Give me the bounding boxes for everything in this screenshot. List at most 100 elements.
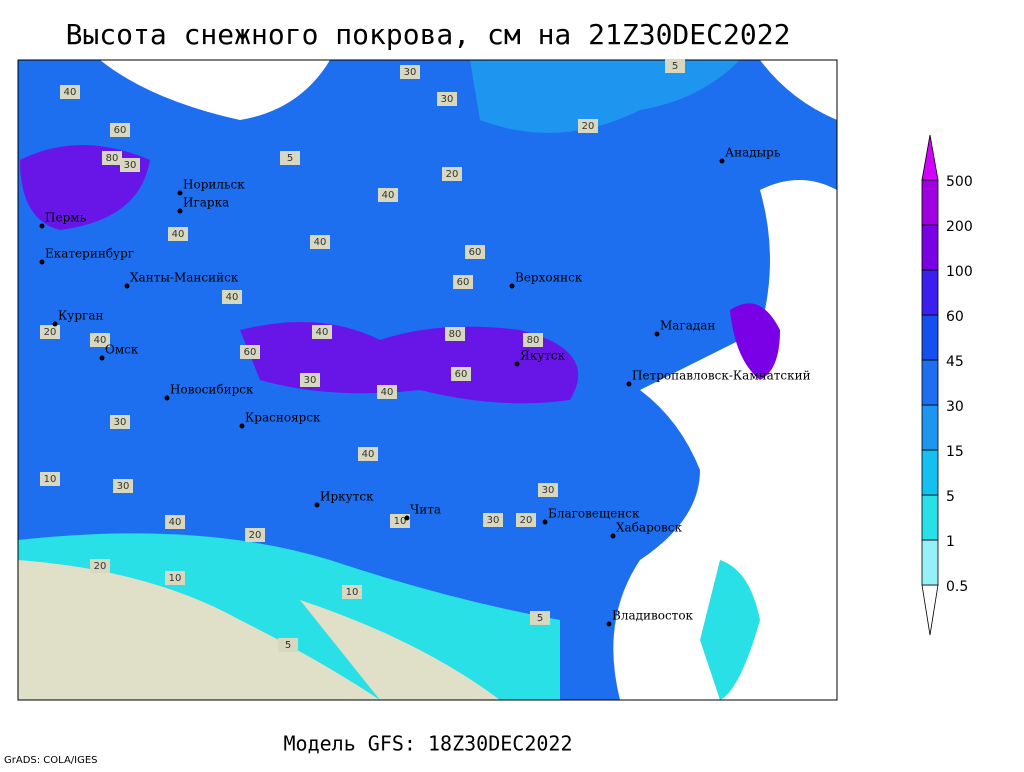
city-dot (654, 331, 660, 337)
city-label: Якутск (520, 349, 566, 363)
colorbar-label: 200 (946, 219, 973, 235)
bare-land (300, 600, 500, 700)
contour-label-bg (168, 227, 188, 241)
city-label: Новосибирск (170, 383, 254, 397)
contour-label-bg (516, 513, 536, 527)
contour-label-bg (110, 123, 130, 137)
contour-label-bg (310, 235, 330, 249)
contour-label: 30 (304, 375, 317, 386)
contour-label: 30 (117, 481, 130, 492)
contour-label: 20 (520, 515, 533, 526)
contour-label-bg (523, 333, 543, 347)
contour-label-bg (578, 119, 598, 133)
contour-label: 10 (346, 587, 359, 598)
contour-label: 40 (381, 387, 394, 398)
colorbar-label: 5 (946, 489, 955, 505)
city-dot (52, 321, 58, 327)
city-dot (39, 259, 45, 265)
title: Высота снежного покрова, см на 21Z30DEC2… (66, 18, 791, 51)
contour-label-bg (358, 447, 378, 461)
contour-label-bg (300, 373, 320, 387)
contour-label: 40 (314, 237, 327, 248)
city-dot (164, 395, 170, 401)
contour-label-bg (453, 275, 473, 289)
contour-label: 10 (394, 516, 407, 527)
contour-label-bg (110, 415, 130, 429)
ocean (18, 60, 330, 120)
contour-label: 10 (169, 573, 182, 584)
colorbar-label: 45 (946, 354, 964, 370)
city-label: Петропавловск-Камчатский (632, 369, 811, 383)
city-dot (610, 533, 616, 539)
colorbar-box (921, 494, 939, 541)
city-dot (514, 361, 520, 367)
city-label: Курган (58, 309, 103, 323)
contour-label-bg (90, 333, 110, 347)
contour-label-bg (377, 385, 397, 399)
colorbar-label: 100 (946, 264, 973, 280)
sakhalin (700, 560, 760, 700)
contour-label: 20 (249, 530, 262, 541)
contour-label-bg (40, 472, 60, 486)
city-label: Игарка (183, 196, 229, 210)
contour-label-bg (437, 92, 457, 106)
contour-label-bg (451, 367, 471, 381)
city-dot (39, 223, 45, 229)
contour-label: 20 (446, 169, 459, 180)
colorbar-label: 60 (946, 309, 964, 325)
map-area (18, 60, 837, 700)
contour-label-bg (278, 638, 298, 652)
contour-label-bg (378, 188, 398, 202)
contour-label: 60 (457, 277, 470, 288)
contour-label: 30 (124, 160, 137, 171)
contour-label: 40 (316, 327, 329, 338)
contour-label-bg (665, 59, 685, 73)
contour-label: 5 (537, 613, 543, 624)
contour-label: 10 (44, 474, 57, 485)
city-label: Владивосток (612, 609, 694, 623)
colorbar-box (921, 179, 939, 226)
city-dot (99, 355, 105, 361)
contour-label-bg (240, 345, 260, 359)
colorbar-box (921, 269, 939, 316)
city-label: Норильск (183, 178, 245, 192)
city-label: Благовещенск (548, 507, 640, 521)
colorbar-cap (921, 584, 939, 636)
colorbar-label: 0.5 (946, 579, 968, 595)
colorbar-box (921, 224, 939, 271)
city-label: Екатеринбург (45, 247, 134, 261)
contour-label: 30 (487, 515, 500, 526)
contour-label: 40 (172, 229, 185, 240)
contour-label-bg (342, 585, 362, 599)
city-dot (124, 283, 130, 289)
contour-label: 40 (64, 87, 77, 98)
contour-label: 80 (449, 329, 462, 340)
city-dot (719, 158, 725, 164)
contour-label: 60 (244, 347, 257, 358)
contour-label-bg (442, 167, 462, 181)
contour-label-bg (312, 325, 332, 339)
contour-label: 60 (469, 247, 482, 258)
contour-label: 20 (582, 121, 595, 132)
contour-label: 40 (226, 292, 239, 303)
contour-label-bg (165, 571, 185, 585)
contour-label: 30 (404, 67, 417, 78)
city-label: Хабаровск (616, 521, 682, 535)
contour-label-bg (538, 483, 558, 497)
city-label: Ханты-Мансийск (130, 271, 239, 285)
city-dot (404, 515, 410, 521)
contour-label-bg (90, 559, 110, 573)
city-dot (606, 621, 612, 627)
colorbar-box (921, 539, 939, 586)
contour-label: 5 (672, 61, 678, 72)
city-label: Верхоянск (515, 271, 583, 285)
city-dot (626, 381, 632, 387)
city-dot (239, 423, 245, 429)
subtitle: Модель GFS: 18Z30DEC2022 (284, 732, 573, 756)
shallow-snow (470, 60, 740, 133)
contour-label-bg (245, 528, 265, 542)
city-label: Красноярск (245, 411, 321, 425)
ocean (613, 60, 837, 700)
city-label: Омск (105, 343, 139, 357)
contour-label: 40 (362, 449, 375, 460)
